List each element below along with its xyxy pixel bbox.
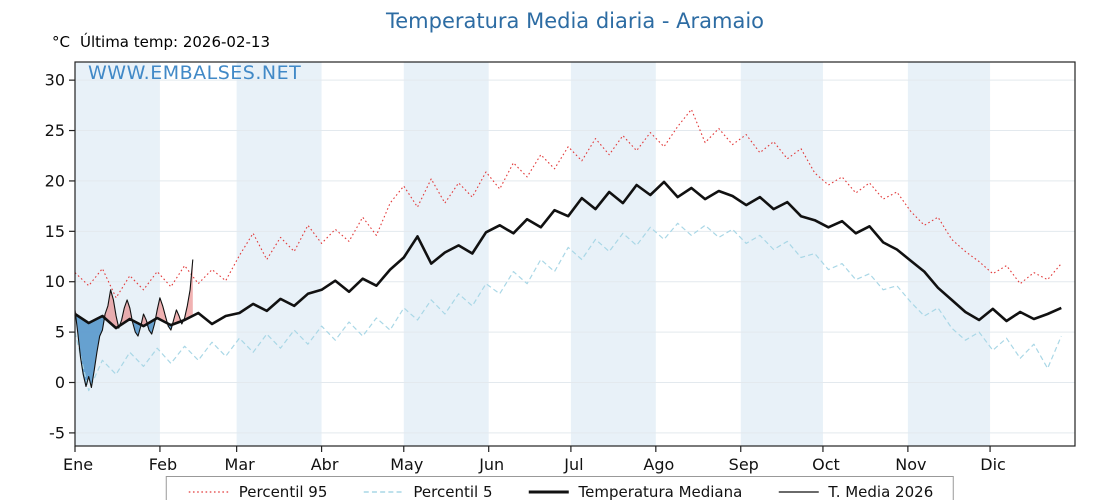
svg-text:May: May [390, 455, 423, 474]
y-unit-label: °C [52, 33, 70, 51]
percentil-95-line-sample-icon [188, 491, 229, 493]
legend-label: Percentil 5 [413, 483, 493, 500]
svg-text:Jul: Jul [563, 455, 583, 474]
plot-layers: -5 0 5 10 15 20 25 30 Ene Feb Mar Abr May Jun Jul Ago Se… [45, 61, 1076, 474]
percentil-5-line-sample-icon [363, 491, 404, 493]
svg-text:-5: -5 [49, 423, 65, 442]
legend-item-percentil-95: Percentil 95 [187, 483, 328, 500]
svg-text:10: 10 [45, 272, 65, 291]
svg-text:Feb: Feb [149, 455, 177, 474]
svg-text:Nov: Nov [895, 455, 926, 474]
legend-item-t-media-2026: T. Media 2026 [776, 483, 933, 500]
svg-text:Sep: Sep [729, 455, 759, 474]
svg-text:25: 25 [45, 121, 65, 140]
legend-item-mediana: Temperatura Mediana [526, 483, 742, 500]
svg-text:Ago: Ago [643, 455, 674, 474]
svg-text:Jun: Jun [478, 455, 504, 474]
legend-label: T. Media 2026 [828, 483, 934, 500]
svg-text:20: 20 [45, 171, 65, 190]
chart-legend: Percentil 95 Percentil 5 Temperatura Med… [165, 476, 955, 500]
t-media-2026-line-sample-icon [778, 491, 819, 493]
svg-text:Oct: Oct [812, 455, 840, 474]
last-temp-label: Última temp: 2026-02-13 [80, 32, 270, 51]
svg-text:Abr: Abr [311, 455, 339, 474]
svg-text:30: 30 [45, 71, 65, 90]
svg-text:Ene: Ene [63, 455, 93, 474]
svg-text:Mar: Mar [225, 455, 256, 474]
legend-label: Percentil 95 [238, 483, 328, 500]
legend-label: Temperatura Mediana [578, 483, 743, 500]
mediana-line-sample-icon [528, 490, 569, 494]
svg-text:0: 0 [55, 373, 65, 392]
chart-title: Temperatura Media diaria - Aramaio [385, 9, 764, 33]
legend-item-percentil-5: Percentil 5 [361, 483, 492, 500]
watermark: WWW.EMBALSES.NET [88, 62, 301, 84]
svg-text:5: 5 [55, 323, 65, 342]
svg-text:15: 15 [45, 222, 65, 241]
svg-text:Dic: Dic [980, 455, 1006, 474]
